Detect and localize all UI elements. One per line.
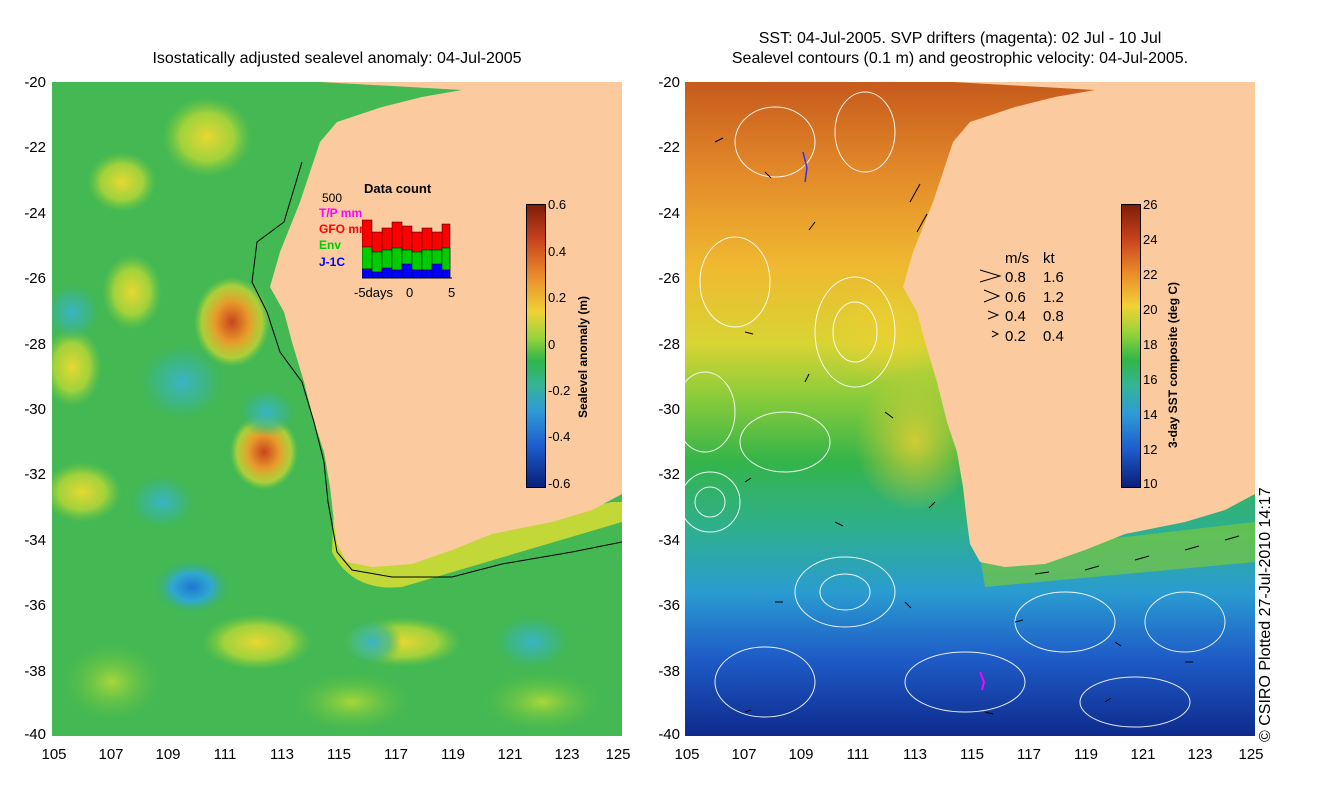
x-tick-label: 111 [846,746,870,763]
velocity-legend-ms: 0.8 [1005,269,1026,286]
y-tick-label: -28 [658,336,680,353]
y-tick-label: -26 [24,270,46,287]
x-tick-label: 123 [554,746,580,763]
colorbar-tick: -0.4 [548,429,571,444]
colorbar-tick: 0.2 [548,290,567,305]
y-tick-label: -20 [658,74,680,91]
x-tick-label: 109 [788,746,814,763]
x-tick-label: 121 [497,746,523,763]
x-tick-label: 125 [1238,746,1264,763]
right-panel-title-line1: SST: 04-Jul-2005. SVP drifters (magenta)… [758,30,1162,47]
colorbar-tick: 18 [1143,337,1158,352]
y-tick-label: -32 [24,466,46,483]
legend-tp: T/P mm [319,206,363,220]
x-tick-label: 125 [605,746,631,763]
y-tick-label: -28 [24,336,46,353]
data-count-title: Data count [364,181,432,196]
y-tick-label: -36 [24,597,46,614]
colorbar-tick: 22 [1143,267,1158,282]
x-tick-label: 119 [1074,746,1098,763]
sst-map [685,82,1255,736]
y-tick-label: -32 [658,466,680,483]
colorbar-tick: 26 [1143,197,1158,212]
x-tick-label: 115 [960,746,984,763]
sla-shelf-contour [251,161,622,578]
colorbar-tick: 0.6 [548,197,567,212]
y-tick-label: -34 [658,532,680,549]
colorbar-tick: -0.2 [548,383,571,398]
x-tick-label: 105 [674,746,700,763]
velocity-legend-ms: 0.2 [1005,328,1026,345]
colorbar-tick: 0.4 [548,244,567,259]
x-tick-label: 113 [270,746,294,763]
x-tick-label: 117 [384,746,408,763]
sla-colorbar-label: Sealevel anomaly (m) [576,295,590,418]
sla-warm-eddy [194,277,270,367]
x-tick-label: 123 [1187,746,1213,763]
y-tick-label: -24 [24,205,46,222]
y-tick-label: -34 [24,532,46,549]
velocity-legend-header-kt: kt [1043,250,1055,267]
velocity-legend-header-ms: m/s [1005,250,1030,267]
legend-gfo: GFO mm [319,222,370,236]
velocity-legend-kt: 1.6 [1043,269,1064,286]
colorbar-tick: 10 [1143,476,1158,491]
colorbar-tick: 12 [1143,442,1158,457]
velocity-legend-arrows [979,269,1002,338]
svp-drifter-track [802,151,808,183]
colorbar-tick: 24 [1143,232,1158,247]
y-tick-label: -38 [658,663,680,680]
sst-colorbar-label: 3-day SST composite (deg C) [1166,281,1180,448]
x-tick-label: 111 [213,746,237,763]
x-tick-label: 107 [98,746,124,763]
colorbar-tick: 14 [1143,407,1158,422]
x-tick-label: 109 [155,746,181,763]
y-tick-label: -30 [658,401,680,418]
y-tick-label: -24 [658,205,680,222]
x-tick-label: 117 [1017,746,1041,763]
y-tick-label: -40 [658,726,680,743]
colorbar-tick: -0.6 [548,476,571,491]
x-tick-label: 115 [327,746,351,763]
x-tick-label: 113 [903,746,927,763]
x-tick-label: 107 [731,746,757,763]
left-panel-title: Isostatically adjusted sealevel anomaly:… [152,50,522,67]
y-tick-label: -22 [24,139,46,156]
data-count-ymax: 500 [322,191,343,205]
y-tick-label: -26 [658,270,680,287]
colorbar-tick: 20 [1143,302,1158,317]
legend-j1c: J-1C [319,255,346,269]
sla-cold-eddy [152,559,232,615]
y-tick-label: -38 [24,663,46,680]
y-tick-label: -40 [24,726,46,743]
colorbar-tick: 0 [548,337,556,352]
y-tick-label: -30 [24,401,46,418]
legend-env: Env [319,238,342,252]
velocity-legend-ms: 0.4 [1005,308,1026,325]
y-tick-label: -20 [24,74,46,91]
sla-colorbar [526,204,546,488]
velocity-legend-kt: 1.2 [1043,289,1064,306]
x-tick-label: 121 [1130,746,1156,763]
x-tick-label: 105 [41,746,67,763]
x-tick-label: 119 [441,746,465,763]
credit-text: © CSIRO Plotted 27-Jul-2010 14:17 [1257,487,1274,742]
data-count-xtick: 5 [448,285,456,300]
colorbar-tick: 16 [1143,372,1158,387]
svp-drifter-track [979,671,986,691]
data-count-xtick: -5days [354,285,394,300]
sealevel-contours [685,91,1226,728]
y-tick-label: -36 [658,597,680,614]
data-count-xtick: 0 [406,285,414,300]
velocity-legend-ms: 0.6 [1005,289,1026,306]
velocity-legend-kt: 0.4 [1043,328,1064,345]
australia-landmass [903,82,1255,567]
y-tick-label: -22 [658,139,680,156]
right-panel-title-line2: Sealevel contours (0.1 m) and geostrophi… [731,50,1189,67]
data-count-bars [362,219,452,279]
velocity-legend-kt: 0.8 [1043,308,1064,325]
sst-colorbar [1121,204,1141,488]
